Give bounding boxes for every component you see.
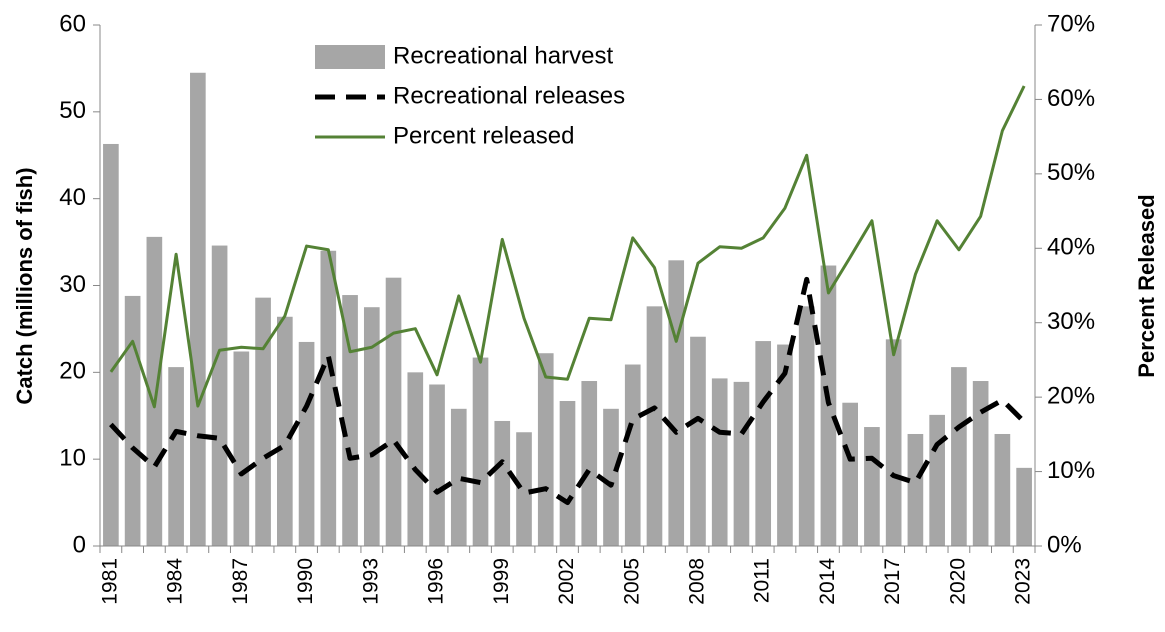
bar [146,236,163,546]
bar [233,351,250,546]
y-axis-title: Catch (millions of fish) [12,167,37,404]
bar [864,427,880,546]
y2-tick-label: 40% [1047,234,1095,261]
x-tick-label: 1993 [359,558,382,605]
y-tick-label: 40 [59,184,86,211]
bar [972,381,989,546]
bar [755,341,772,546]
x-tick-label: 2011 [751,558,774,603]
y-tick-label: 10 [59,445,86,472]
bar [537,353,554,546]
x-tick-label: 1987 [229,558,252,605]
x-tick-label: 1990 [294,558,317,605]
x-tick-label: 1996 [425,558,448,605]
bar [516,432,532,546]
x-tick-label: 2002 [555,558,578,605]
y2-tick-label: 0% [1047,531,1082,558]
bar [885,339,902,546]
bar [951,367,967,546]
legend-label: Recreational harvest [393,42,613,69]
bar [342,295,358,546]
bar [842,402,859,546]
bar [450,408,467,546]
y2-tick-label: 20% [1047,382,1095,409]
y2-tick-label: 10% [1047,457,1095,484]
y-tick-label: 50 [59,97,86,124]
bar [320,250,337,546]
bar [668,260,685,546]
bar [907,433,924,546]
bar [798,306,815,546]
y-tick-label: 0 [73,531,86,558]
bar [733,381,750,546]
x-tick-label: 2008 [686,558,709,605]
bar [994,433,1011,546]
x-tick-label: 2023 [1012,558,1035,605]
line-series [109,276,1026,506]
y2-axis-title: Percent Released [1134,194,1159,377]
bar [255,297,271,546]
bar [190,72,206,546]
bar [124,295,141,546]
bar [429,384,445,546]
x-tick-label: 2014 [816,558,839,605]
bar [777,344,793,546]
bar [929,414,945,546]
x-tick-label: 1999 [490,558,513,605]
y2-tick-label: 60% [1047,85,1095,112]
x-tick-label: 2017 [881,558,904,605]
bar [646,306,663,546]
bar [168,367,184,546]
legend-label: Percent released [393,122,574,149]
bar [711,378,728,546]
bar [472,357,489,546]
legend-swatch [315,45,385,69]
y-tick-label: 20 [59,358,86,385]
legend-label: Recreational releases [393,82,625,109]
line-series [109,85,1026,409]
bar [581,381,598,546]
x-tick-label: 2020 [946,558,969,605]
bar [103,143,119,546]
x-tick-label: 1984 [164,558,187,605]
bar [559,400,576,546]
bar [690,336,706,546]
bar [494,420,511,546]
bar [407,372,424,546]
bar [385,277,402,546]
y-tick-label: 30 [59,271,86,298]
bar [298,341,315,546]
bar [211,245,228,546]
y2-tick-label: 50% [1047,159,1095,186]
x-tick-label: 2005 [620,558,643,605]
y2-tick-label: 70% [1047,10,1095,37]
bar [363,307,380,546]
y-tick-label: 60 [59,10,86,37]
bar [1016,467,1032,546]
x-tick-label: 1981 [98,558,121,605]
bar [603,408,619,546]
y2-tick-label: 30% [1047,308,1095,335]
bar [624,364,641,546]
bar [276,316,293,546]
